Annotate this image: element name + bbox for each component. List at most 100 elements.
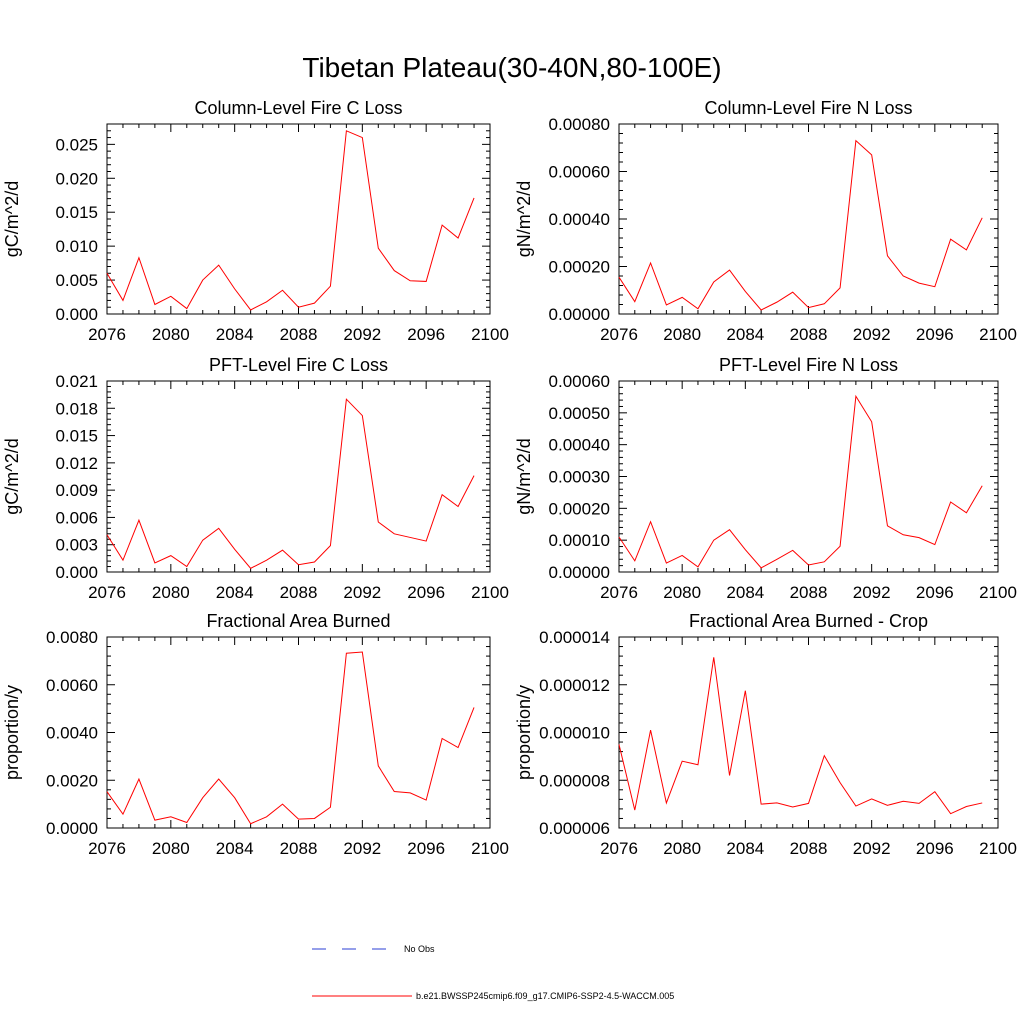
y-tick-label: 0.020 xyxy=(55,169,98,188)
series-line xyxy=(106,398,475,569)
x-tick-label: 2092 xyxy=(853,583,891,602)
x-tick-label: 2088 xyxy=(280,583,318,602)
x-tick-label: 2084 xyxy=(216,325,254,344)
y-tick-label: 0.00000 xyxy=(549,563,610,582)
y-tick-label: 0.00020 xyxy=(549,258,610,277)
x-tick-label: 2080 xyxy=(152,839,190,858)
x-tick-label: 2088 xyxy=(790,583,828,602)
x-tick-label: 2076 xyxy=(88,839,126,858)
x-tick-label: 2088 xyxy=(790,325,828,344)
y-tick-label: 0.00030 xyxy=(549,468,610,487)
x-tick-label: 2080 xyxy=(152,583,190,602)
y-axis-label: gN/m^2/d xyxy=(514,438,534,514)
y-tick-label: 0.025 xyxy=(55,135,98,154)
x-tick-label: 2076 xyxy=(88,583,126,602)
x-tick-label: 2084 xyxy=(216,839,254,858)
x-tick-label: 2096 xyxy=(407,325,445,344)
legend: No Obs b.e21.BWSSP245cmip6.f09_g17.CMIP6… xyxy=(312,944,674,1001)
y-tick-label: 0.0020 xyxy=(46,771,98,790)
x-tick-label: 2100 xyxy=(979,583,1017,602)
x-tick-label: 2076 xyxy=(600,325,638,344)
y-axis-label: gC/m^2/d xyxy=(2,438,22,514)
x-tick-label: 2100 xyxy=(471,583,509,602)
y-tick-label: 0.000014 xyxy=(539,628,610,647)
y-tick-label: 0.00060 xyxy=(549,372,610,391)
panel-title: Fractional Area Burned xyxy=(206,611,390,631)
x-tick-label: 2080 xyxy=(663,325,701,344)
x-tick-label: 2092 xyxy=(343,839,381,858)
y-tick-label: 0.00080 xyxy=(549,115,610,134)
panel-1: Column-Level Fire C Loss 2076 2080 2084 2088… xyxy=(2,98,509,344)
series-line xyxy=(618,139,983,311)
x-tick-label: 2088 xyxy=(790,839,828,858)
x-tick-label: 2076 xyxy=(600,839,638,858)
x-tick-label: 2100 xyxy=(471,839,509,858)
y-tick-label: 0.00050 xyxy=(549,404,610,423)
x-tick-label: 2084 xyxy=(726,839,764,858)
panel-4: PFT-Level Fire N Loss 2076 2080 2084 2088 209… xyxy=(514,355,1017,602)
y-axis-label: proportion/y xyxy=(2,685,22,780)
x-tick-label: 2096 xyxy=(407,583,445,602)
plot-frame xyxy=(106,380,491,573)
y-tick-label: 0.000010 xyxy=(539,724,610,743)
panel-title: Fractional Area Burned - Crop xyxy=(689,611,928,631)
series-line xyxy=(618,394,983,569)
legend-label-no-obs: No Obs xyxy=(404,944,435,954)
y-tick-label: 0.00040 xyxy=(549,436,610,455)
y-tick-label: 0.018 xyxy=(55,399,98,418)
y-tick-label: 0.006 xyxy=(55,508,98,527)
y-tick-label: 0.0000 xyxy=(46,819,98,838)
x-tick-label: 2084 xyxy=(216,583,254,602)
x-tick-label: 2096 xyxy=(916,583,954,602)
y-tick-label: 0.000 xyxy=(55,563,98,582)
panels: Column-Level Fire C Loss 2076 2080 2084 2088… xyxy=(2,98,1017,858)
panel-2: Column-Level Fire N Loss 2076 2080 2084 2088… xyxy=(514,98,1017,344)
x-tick-label: 2100 xyxy=(979,325,1017,344)
series-line xyxy=(106,651,475,825)
y-tick-label: 0.003 xyxy=(55,536,98,555)
y-tick-label: 0.012 xyxy=(55,454,98,473)
panel-title: PFT-Level Fire N Loss xyxy=(719,355,898,375)
y-tick-label: 0.015 xyxy=(55,203,98,222)
x-tick-label: 2096 xyxy=(407,839,445,858)
y-tick-label: 0.005 xyxy=(55,271,98,290)
x-tick-label: 2100 xyxy=(979,839,1017,858)
y-tick-label: 0.000006 xyxy=(539,819,610,838)
y-tick-label: 0.0040 xyxy=(46,724,98,743)
y-tick-label: 0.000 xyxy=(55,305,98,324)
plot-frame xyxy=(106,636,491,829)
y-axis-label: gC/m^2/d xyxy=(2,181,22,257)
x-tick-label: 2080 xyxy=(152,325,190,344)
y-tick-label: 0.00040 xyxy=(549,210,610,229)
legend-label-model: b.e21.BWSSP245cmip6.f09_g17.CMIP6-SSP2-4… xyxy=(416,991,674,1001)
plot-frame xyxy=(106,123,491,315)
y-tick-label: 0.009 xyxy=(55,481,98,500)
x-tick-label: 2080 xyxy=(663,583,701,602)
panel-3: PFT-Level Fire C Loss 2076 2080 2084 2088 209… xyxy=(2,355,509,602)
x-tick-label: 2084 xyxy=(726,325,764,344)
y-tick-label: 0.000012 xyxy=(539,676,610,695)
y-tick-label: 0.0060 xyxy=(46,676,98,695)
series-line xyxy=(106,130,475,311)
y-tick-label: 0.015 xyxy=(55,427,98,446)
y-tick-label: 0.00060 xyxy=(549,163,610,182)
panel-title: PFT-Level Fire C Loss xyxy=(209,355,388,375)
x-tick-label: 2084 xyxy=(726,583,764,602)
x-tick-label: 2076 xyxy=(88,325,126,344)
x-tick-label: 2088 xyxy=(280,325,318,344)
x-tick-label: 2076 xyxy=(600,583,638,602)
y-tick-label: 0.0080 xyxy=(46,628,98,647)
x-tick-label: 2088 xyxy=(280,839,318,858)
plot-frame xyxy=(618,380,999,573)
panel-title: Column-Level Fire N Loss xyxy=(704,98,912,118)
x-tick-label: 2092 xyxy=(853,839,891,858)
x-tick-label: 2092 xyxy=(343,325,381,344)
x-tick-label: 2080 xyxy=(663,839,701,858)
y-tick-label: 0.00010 xyxy=(549,531,610,550)
figure-title: Tibetan Plateau(30-40N,80-100E) xyxy=(302,52,721,83)
plot-frame xyxy=(618,123,999,315)
panel-6: Fractional Area Burned - Crop 2076 2080 208… xyxy=(514,611,1017,858)
plot-frame xyxy=(618,636,999,829)
y-axis-label: gN/m^2/d xyxy=(514,181,534,257)
